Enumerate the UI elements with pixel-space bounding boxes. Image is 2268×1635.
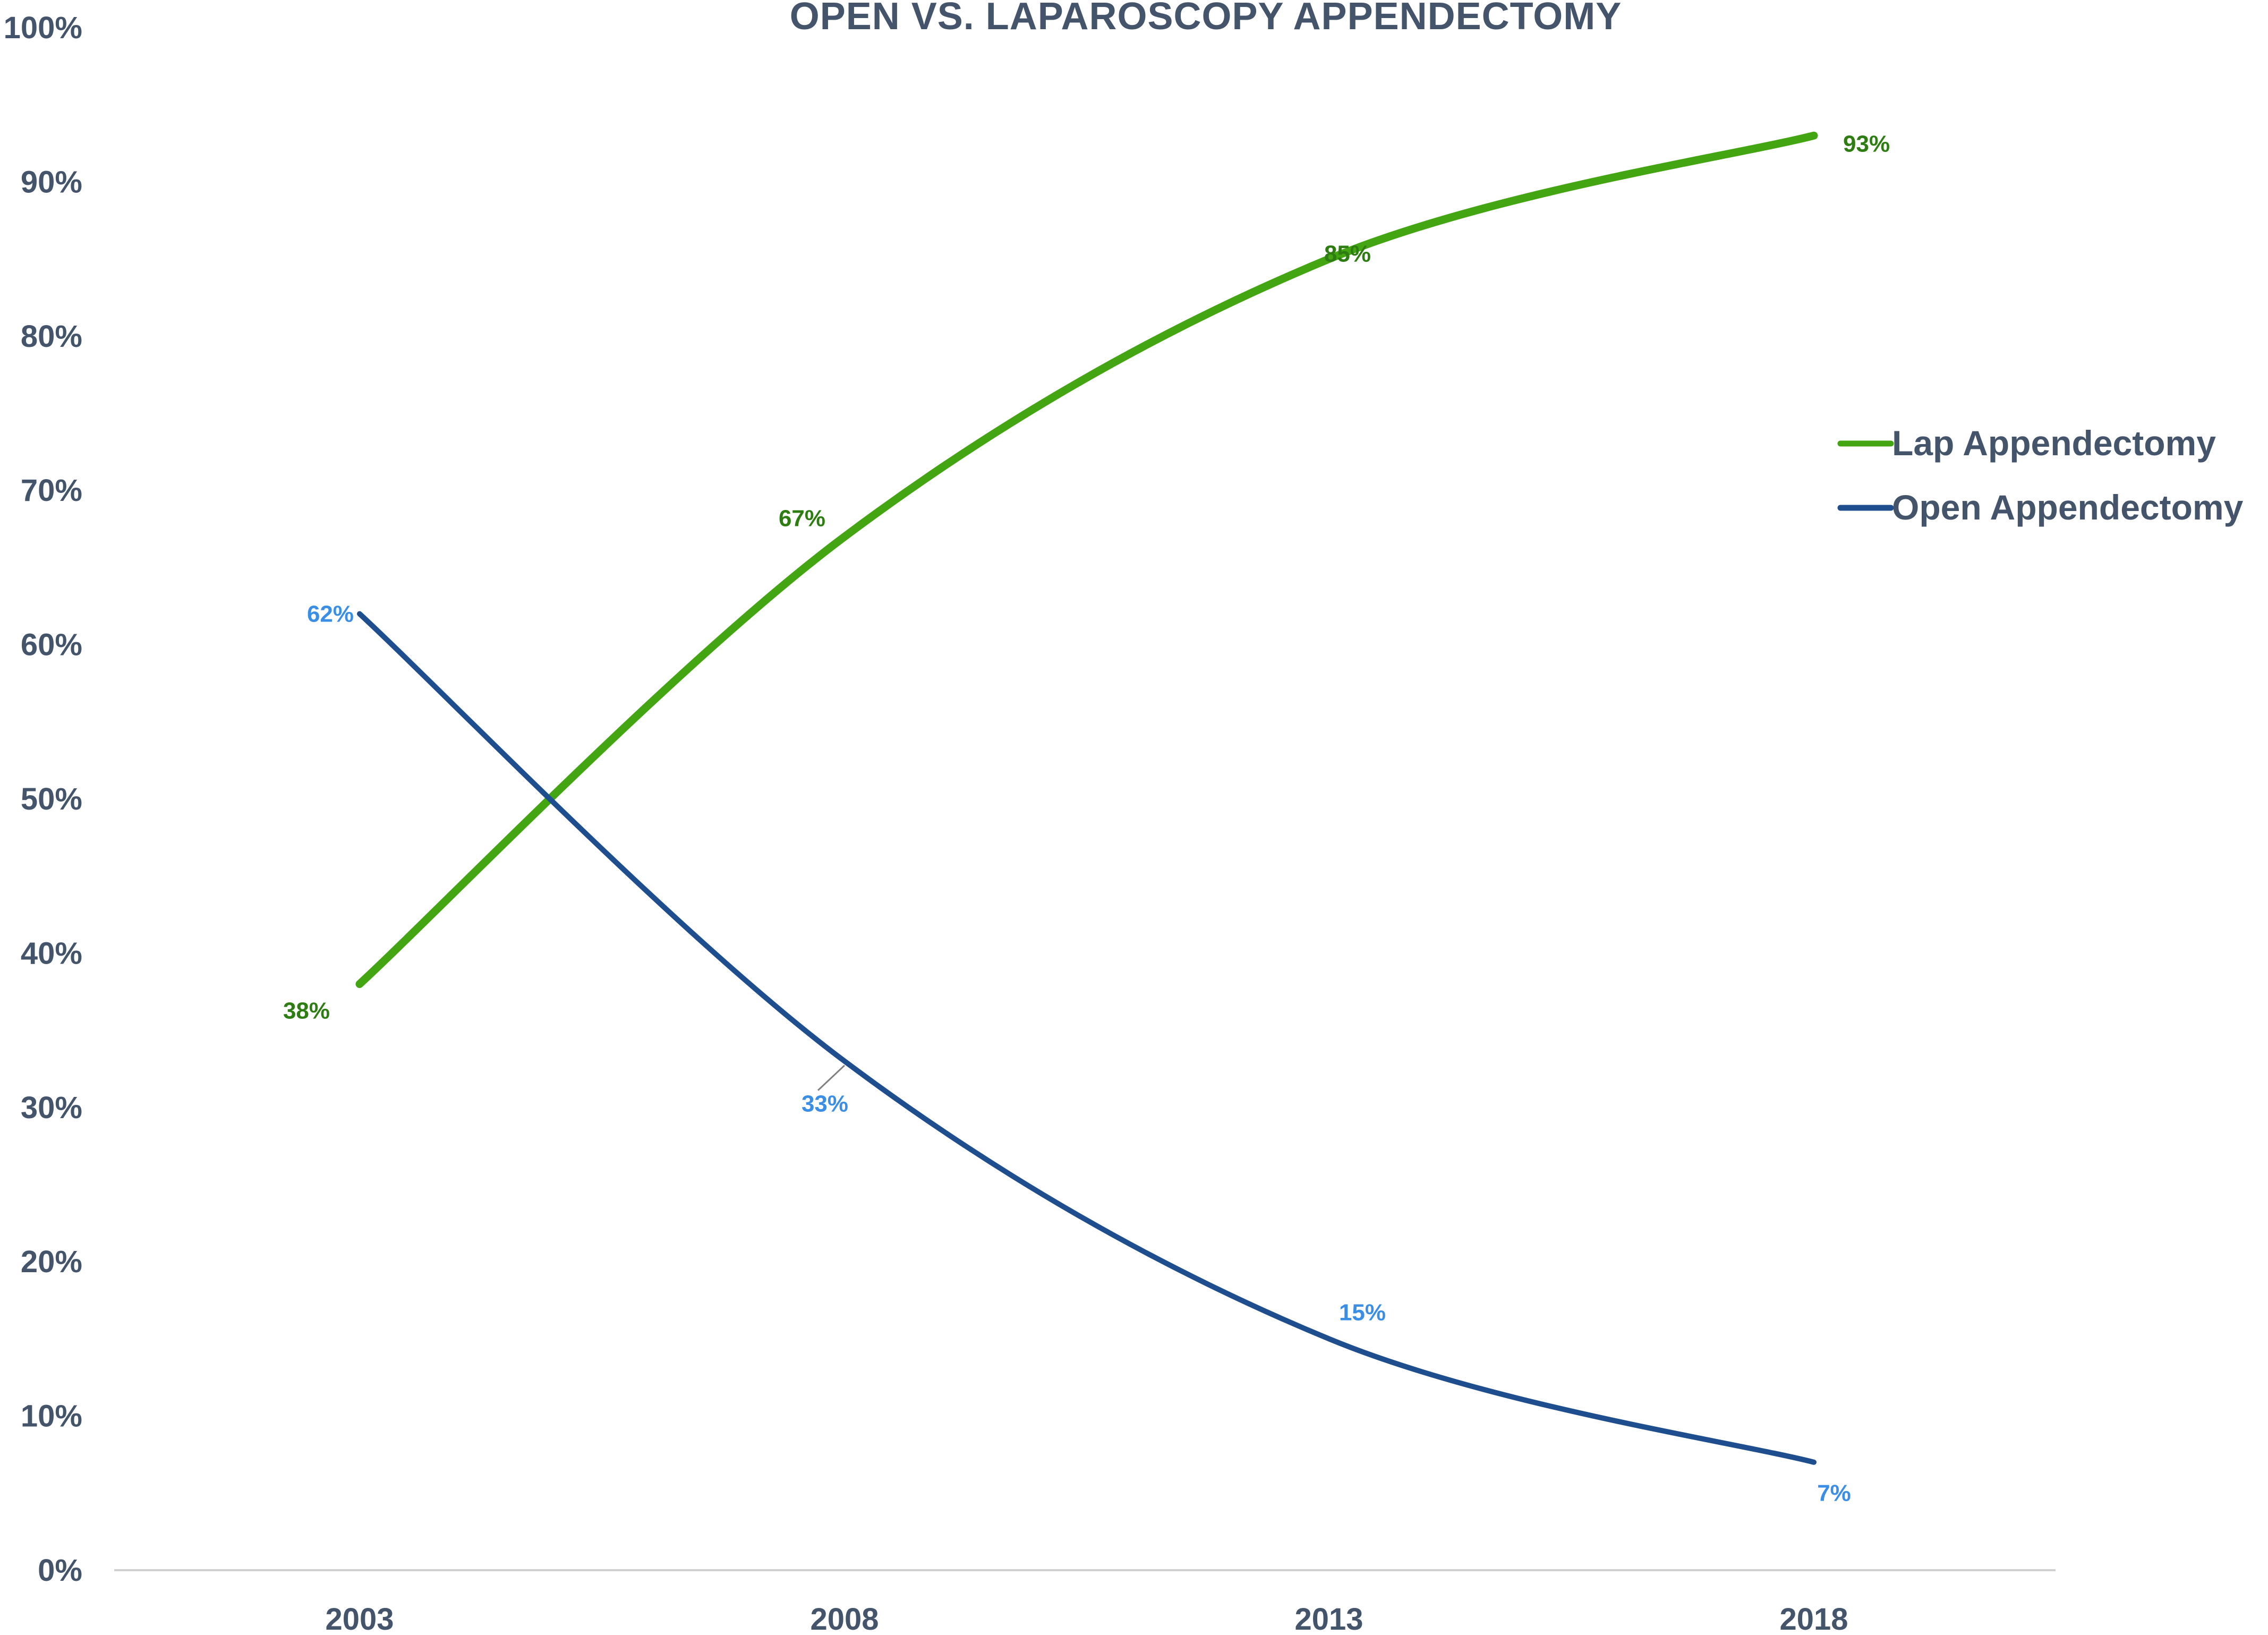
chart-title: OPEN VS. LAPAROSCOPY APPENDECTOMY — [790, 0, 1622, 38]
data-label-lap: 67% — [779, 505, 825, 531]
y-tick-label: 50% — [21, 782, 82, 816]
data-label-lap: 85% — [1324, 241, 1371, 267]
y-tick-label: 0% — [38, 1553, 82, 1588]
series-line-lap — [355, 131, 1818, 988]
data-label-lap: 38% — [283, 998, 330, 1024]
data-label-open: 62% — [307, 601, 354, 627]
y-tick-label: 90% — [21, 165, 82, 199]
data-label-leader-line — [817, 1065, 846, 1091]
y-tick-label: 100% — [4, 11, 82, 45]
y-tick-label: 10% — [21, 1399, 82, 1434]
x-tick-label: 2003 — [325, 1602, 394, 1635]
y-tick-label: 70% — [21, 473, 82, 508]
data-label-open: 33% — [802, 1091, 848, 1117]
y-tick-label: 80% — [21, 319, 82, 354]
legend-label-lap: Lap Appendectomy — [1892, 423, 2216, 463]
x-tick-label: 2018 — [1779, 1602, 1848, 1635]
y-tick-label: 20% — [21, 1245, 82, 1279]
data-label-open: 15% — [1339, 1299, 1386, 1325]
legend: Lap Appendectomy Open Appendectomy — [1837, 423, 2244, 527]
x-tick-label: 2008 — [810, 1602, 879, 1635]
legend-item-lap[interactable]: Lap Appendectomy — [1837, 423, 2216, 463]
series-line-open — [357, 611, 1817, 1465]
legend-item-open[interactable]: Open Appendectomy — [1837, 488, 2244, 527]
data-label-lap: 93% — [1843, 131, 1890, 157]
data-label-open: 7% — [1817, 1480, 1851, 1506]
data-labels: 38% 67% 85% 93% 62% 33% 15% 7% — [283, 131, 1890, 1506]
series-lines — [355, 131, 1818, 1465]
y-tick-label: 40% — [21, 936, 82, 970]
y-tick-label: 60% — [21, 628, 82, 662]
y-tick-label: 30% — [21, 1091, 82, 1125]
y-axis: 0% 10% 20% 30% 40% 50% 60% 70% 80% 90% 100% — [4, 11, 82, 1588]
legend-label-open: Open Appendectomy — [1892, 488, 2244, 527]
x-tick-label: 2013 — [1294, 1602, 1363, 1635]
x-axis: 2003 2008 2013 2018 — [325, 1602, 1848, 1635]
